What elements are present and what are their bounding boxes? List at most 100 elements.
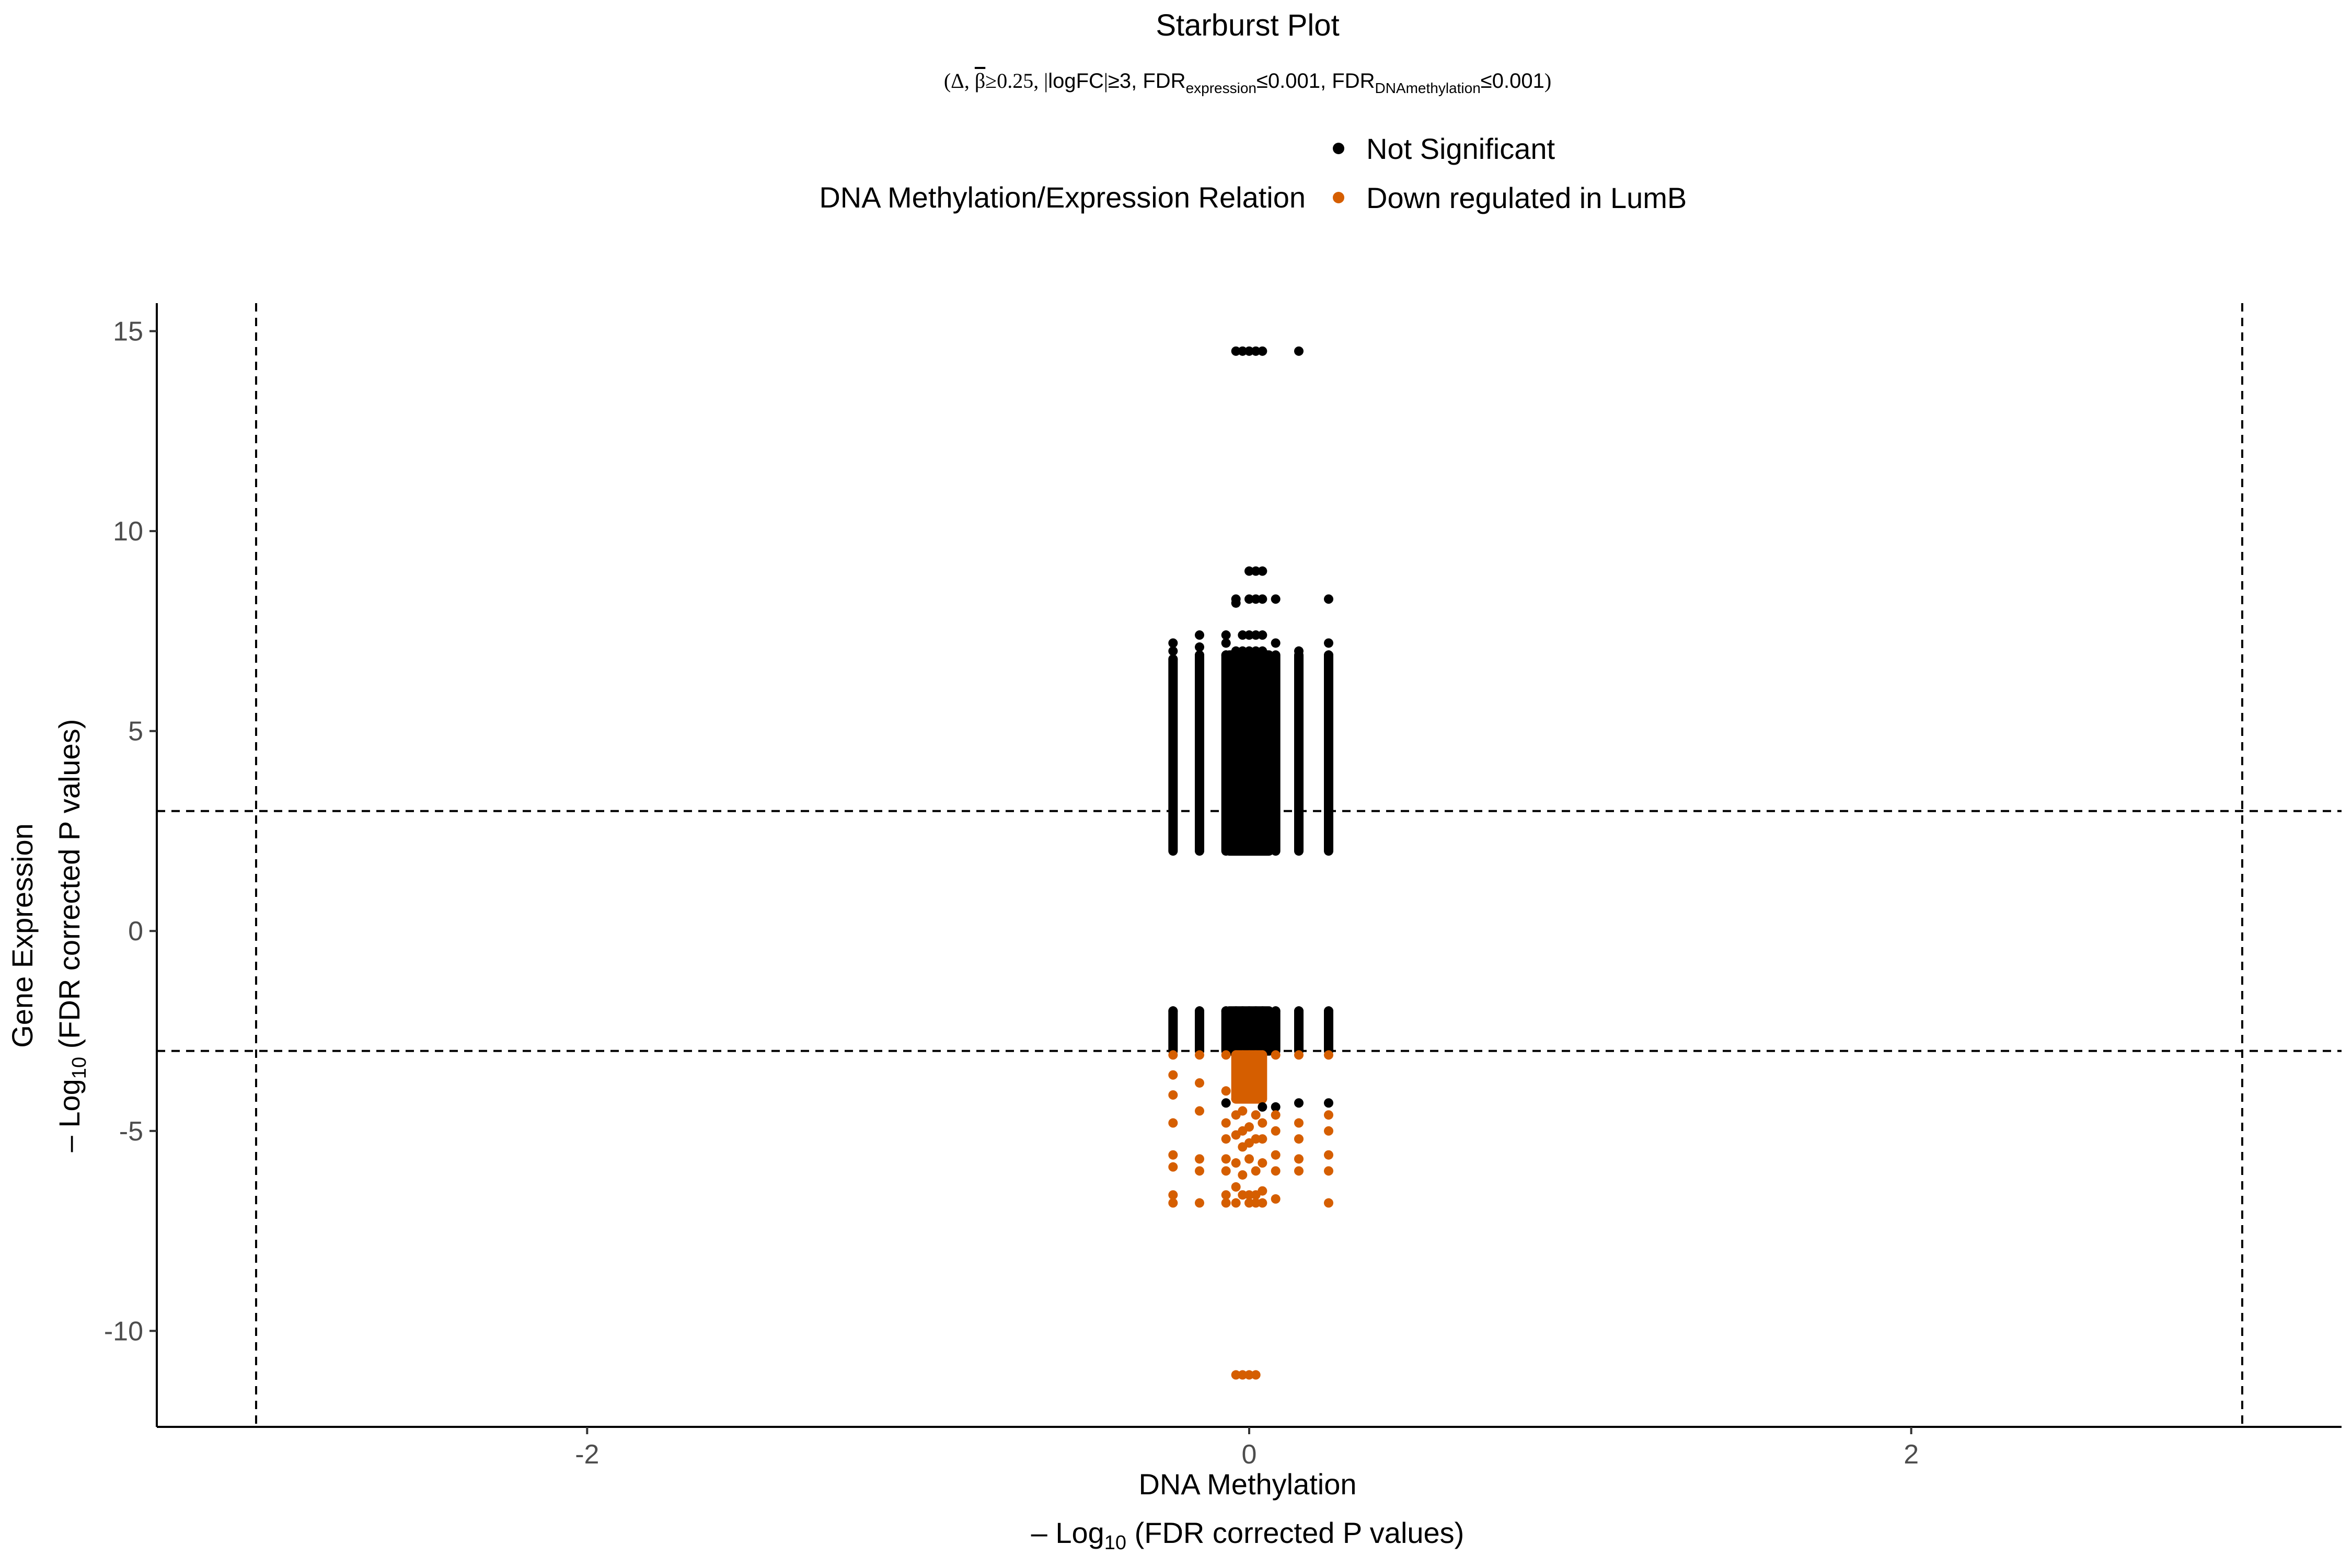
- y-tick-label: 10: [113, 516, 143, 547]
- y-axis-subtitle-prefix: – Log: [53, 1079, 86, 1152]
- data-point: [1221, 1006, 1231, 1016]
- data-point: [1294, 1098, 1304, 1108]
- subtitle-close: ): [1544, 69, 1551, 93]
- chart-subtitle: (Δ, β≥0.25, |logFC|≥3, FDRexpression≤0.0…: [944, 69, 1551, 96]
- x-axis-subtitle-prefix: – Log: [1031, 1516, 1104, 1549]
- subtitle-open: (: [944, 69, 951, 93]
- point-column: [1324, 650, 1333, 856]
- data-point: [1231, 1050, 1241, 1060]
- data-point: [1238, 630, 1248, 640]
- data-point: [1294, 1050, 1304, 1060]
- data-point: [1221, 1198, 1231, 1208]
- data-point: [1238, 346, 1248, 356]
- x-tick-label: 2: [1904, 1439, 1919, 1470]
- point-column: [1168, 654, 1178, 856]
- data-point: [1238, 1006, 1248, 1016]
- data-point: [1251, 646, 1261, 656]
- data-point: [1271, 1050, 1281, 1060]
- data-point: [1271, 1110, 1281, 1120]
- point-column: [1195, 1006, 1204, 1056]
- data-point: [1294, 1134, 1304, 1144]
- subtitle-abs-left: |: [1044, 69, 1048, 93]
- x-axis-title: DNA Methylation: [1138, 1468, 1356, 1501]
- data-point: [1244, 1154, 1254, 1164]
- data-point: [1324, 1006, 1333, 1016]
- x-axis-subtitle-sub: 10: [1104, 1532, 1126, 1554]
- data-point: [1221, 1166, 1231, 1176]
- data-point: [1294, 1006, 1304, 1016]
- data-point: [1238, 1106, 1248, 1116]
- data-point: [1168, 1006, 1178, 1016]
- data-point: [1195, 1078, 1204, 1088]
- subtitle-sub-expression: expression: [1186, 80, 1256, 96]
- data-point: [1238, 1170, 1248, 1180]
- subtitle-abs-right: |: [1104, 69, 1108, 93]
- data-point: [1258, 1118, 1267, 1128]
- data-point: [1221, 1154, 1231, 1164]
- data-point: [1251, 346, 1261, 356]
- legend: DNA Methylation/Expression Relation Not …: [819, 132, 1687, 214]
- data-point: [1221, 1098, 1231, 1108]
- data-point: [1231, 1158, 1241, 1168]
- data-point: [1168, 1070, 1178, 1080]
- data-point: [1168, 646, 1178, 656]
- data-point: [1244, 1050, 1254, 1060]
- data-point: [1195, 1154, 1204, 1164]
- data-point: [1258, 1158, 1267, 1168]
- data-point: [1168, 1162, 1178, 1172]
- data-point: [1244, 566, 1254, 576]
- data-point: [1238, 646, 1248, 656]
- y-tick-label: -10: [104, 1316, 143, 1346]
- data-point: [1251, 1110, 1261, 1120]
- y-axis-title: Gene Expression: [6, 823, 39, 1048]
- data-point: [1324, 1098, 1333, 1108]
- legend-key-down-regulated: [1333, 192, 1344, 203]
- data-point: [1324, 1166, 1333, 1176]
- data-point: [1221, 630, 1231, 640]
- data-point: [1324, 1110, 1333, 1120]
- data-point: [1258, 594, 1267, 604]
- data-point: [1238, 1190, 1248, 1200]
- data-point: [1195, 1050, 1204, 1060]
- x-tick-label: -2: [575, 1439, 599, 1470]
- data-point: [1324, 1198, 1333, 1208]
- data-point: [1168, 1050, 1178, 1060]
- dense-point-band: [1225, 650, 1274, 856]
- data-point: [1294, 1154, 1304, 1164]
- data-point: [1251, 566, 1261, 576]
- data-point: [1195, 1198, 1204, 1208]
- data-point: [1294, 1166, 1304, 1176]
- point-column: [1195, 650, 1204, 856]
- data-point: [1258, 566, 1267, 576]
- data-point: [1258, 1134, 1267, 1144]
- subtitle-sub-dnamethylation: DNAmethylation: [1375, 80, 1480, 96]
- dense-point-band: [1225, 1006, 1274, 1056]
- data-point: [1168, 1118, 1178, 1128]
- data-point: [1221, 650, 1231, 660]
- data-point: [1258, 1198, 1267, 1208]
- x-axis-subtitle-suffix: (FDR corrected P values): [1126, 1516, 1464, 1549]
- data-point: [1258, 630, 1267, 640]
- data-point: [1271, 1194, 1281, 1204]
- data-point: [1168, 1190, 1178, 1200]
- data-point: [1251, 1370, 1261, 1380]
- data-point: [1195, 1166, 1204, 1176]
- data-point: [1221, 1118, 1231, 1128]
- data-point: [1251, 594, 1261, 604]
- data-point: [1221, 638, 1231, 648]
- y-tick-label: 15: [113, 317, 143, 347]
- subtitle-logfc: logFC: [1048, 70, 1104, 93]
- data-point: [1251, 630, 1261, 640]
- data-point: [1168, 1198, 1178, 1208]
- data-point: [1271, 594, 1281, 604]
- subtitle-mid: ≤0.001, FDR: [1256, 70, 1375, 93]
- data-point: [1231, 1198, 1241, 1208]
- data-point: [1231, 346, 1241, 356]
- data-point: [1251, 1166, 1261, 1176]
- legend-key-not-significant: [1333, 143, 1344, 154]
- subtitle-delta: Δ,: [951, 69, 975, 93]
- data-point: [1238, 1370, 1248, 1380]
- data-point: [1195, 1006, 1204, 1016]
- point-column: [1294, 1006, 1304, 1056]
- data-point: [1244, 630, 1254, 640]
